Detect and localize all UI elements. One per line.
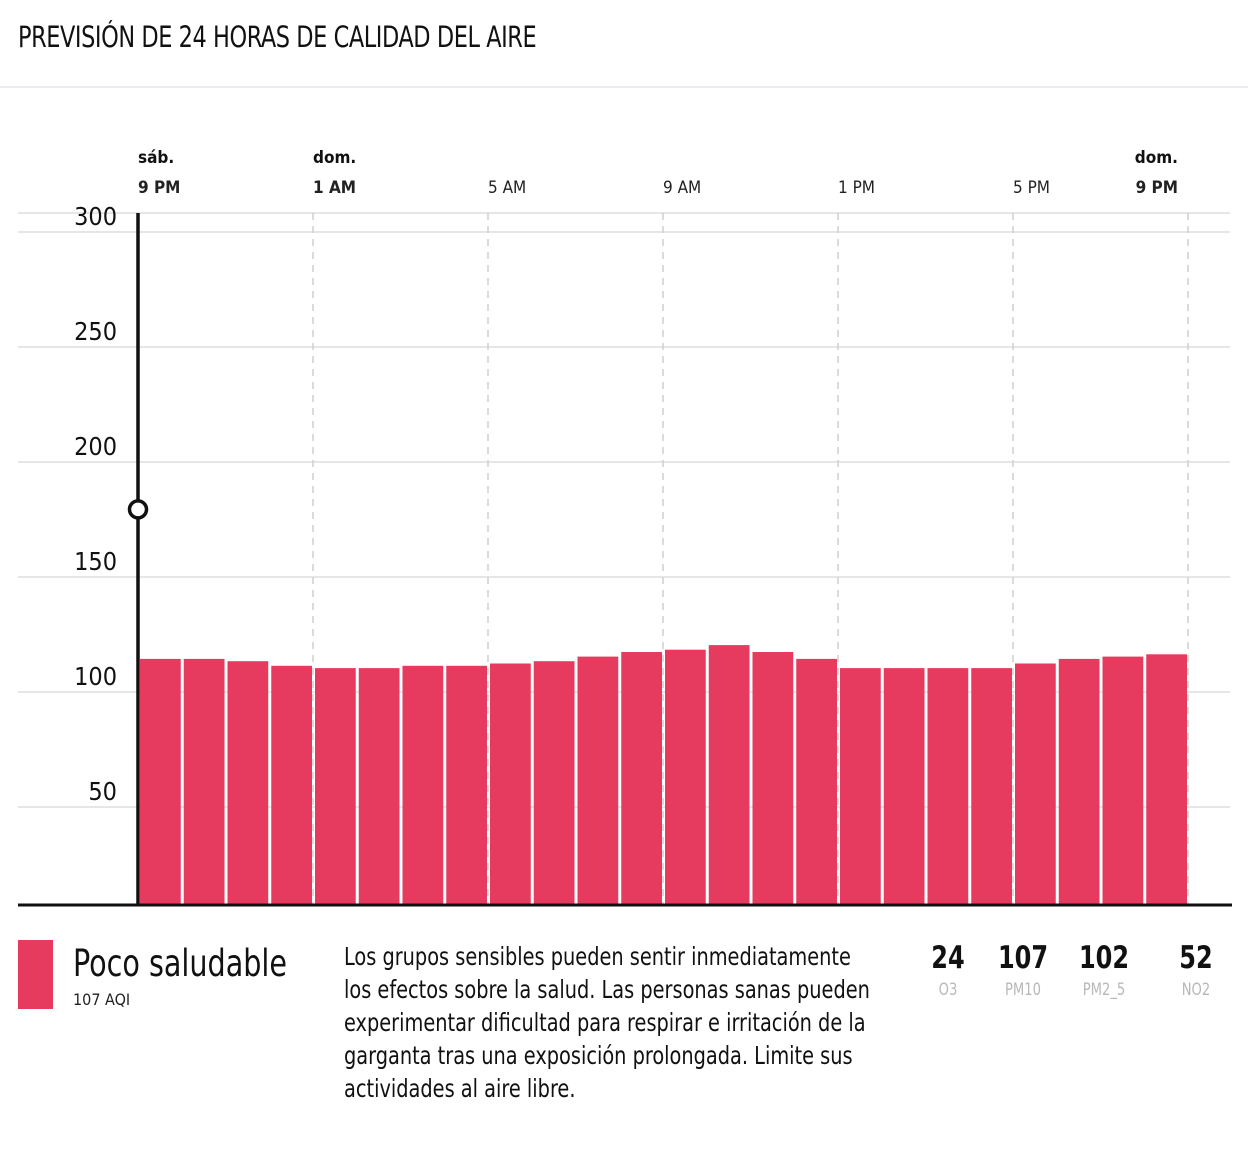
page-title: PREVISIÓN DE 24 HORAS DE CALIDAD DEL AIR… [18,20,537,54]
bar [533,661,575,905]
bar [1015,663,1056,905]
pollutant-label: PM10 [1004,980,1042,1000]
air-quality-level: Poco saludable [73,942,288,985]
bar [927,668,969,905]
bar [796,658,837,905]
bar [271,665,312,905]
bar [665,649,706,905]
pollutant-value: 24 [931,940,965,976]
x-tick-time-label: 5 AM [488,178,526,198]
pollutant-pm10: 107 PM10 [983,940,1063,1000]
bar [577,656,619,905]
bar [446,665,487,905]
x-tick-day-label: dom. [1135,148,1178,168]
y-tick-label: 250 [74,317,117,346]
aqi-forecast-chart: sáb. 9 PM dom. 1 AM 5 AM 9 AM 1 PM 5 PM dom. 9 PM… [18,148,1232,907]
x-tick-time-label: 5 PM [1013,178,1050,198]
bar [1146,654,1187,905]
pollutant-label: PM2_5 [1082,980,1126,1000]
bar [227,661,269,905]
aqi-value: 107 AQI [73,990,131,1009]
y-tick-label: 100 [74,662,117,691]
pollutant-label: NO2 [1181,980,1211,1000]
pollutant-label: O3 [938,980,958,1000]
bar [140,658,181,905]
x-tick-time-label: 1 PM [838,178,875,198]
x-tick-time-label: 9 PM [138,178,180,198]
health-description: Los grupos sensibles pueden sentir inmed… [344,942,870,1103]
bar [402,665,444,905]
bar [621,652,662,905]
x-tick-time-label: 1 AM [313,178,356,198]
x-tick-time-label: 9 PM [1136,178,1178,198]
bar [1058,658,1100,905]
current-time-marker [127,499,149,520]
bar [708,645,750,905]
bar [183,658,225,905]
bar [1102,656,1144,905]
pollutant-no2: 52 NO2 [1156,940,1236,1000]
bar [971,668,1012,905]
bar [883,668,925,905]
header: PREVISIÓN DE 24 HORAS DE CALIDAD DEL AIR… [0,0,1248,88]
x-tick-time-label: 9 AM [663,178,701,198]
bar [490,663,531,905]
pollutant-value: 52 [1179,940,1213,976]
y-tick-label: 300 [74,202,117,231]
bar [358,668,400,905]
x-tick-day-label: sáb. [138,148,174,168]
pollutant-pm2-5: 102 PM2_5 [1064,940,1144,1000]
bar [840,668,881,905]
pollutant-o3: 24 O3 [908,940,988,1000]
bar [315,668,356,905]
pollutant-value: 107 [997,940,1049,976]
y-tick-label: 50 [88,777,117,806]
pollutant-value: 102 [1078,940,1130,976]
y-tick-label: 200 [74,432,117,461]
level-color-swatch [18,940,53,1009]
x-tick-day-label: dom. [313,148,356,168]
y-tick-label: 150 [74,547,117,576]
bar [752,652,794,905]
